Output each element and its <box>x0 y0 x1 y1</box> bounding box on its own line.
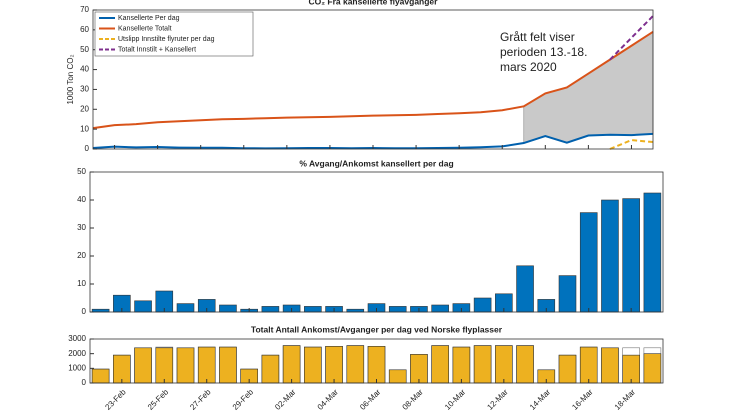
bar <box>431 345 449 384</box>
y-tick-label: 0 <box>85 144 90 153</box>
bar <box>388 306 407 313</box>
bar <box>622 198 640 313</box>
bar <box>219 304 237 313</box>
x-tick-label: 25-Feb <box>146 387 171 412</box>
legend-box <box>94 11 254 57</box>
bar <box>367 346 386 384</box>
bar <box>325 346 343 384</box>
y-tick-label: 50 <box>80 45 89 54</box>
legend-label: Totalt Innstilt + Kansellert <box>118 46 196 53</box>
bar <box>134 300 152 313</box>
bar <box>579 212 598 313</box>
bar <box>346 308 365 313</box>
y-tick-label: 0 <box>82 378 87 387</box>
chart-title: CO₂ Fra kansellerte flyavganger <box>309 0 439 6</box>
y-tick-label: 60 <box>80 25 89 34</box>
bar <box>579 346 598 384</box>
bar <box>346 345 365 384</box>
bar <box>452 346 471 384</box>
y-tick-label: 30 <box>77 223 86 232</box>
y-tick-label: 10 <box>77 279 86 288</box>
y-tick-label: 70 <box>80 5 89 14</box>
bar <box>91 308 110 313</box>
x-tick-label: 06-Mar <box>358 387 383 412</box>
bar <box>431 304 449 313</box>
x-tick-label: 27-Feb <box>188 387 213 412</box>
line <box>609 15 654 61</box>
bar <box>261 354 280 384</box>
bar <box>410 354 428 384</box>
bar <box>473 297 492 313</box>
x-tick-label: 14-Mar <box>528 387 553 412</box>
bar <box>495 345 513 384</box>
line <box>92 31 654 130</box>
x-tick-label: 18-Mar <box>613 387 638 412</box>
legend-label: Kansellerte Per dag <box>118 15 180 22</box>
x-tick-label: 02-Mar <box>273 387 298 412</box>
bar <box>282 345 301 384</box>
bar <box>643 353 662 384</box>
bar <box>516 265 534 313</box>
bar <box>622 354 640 384</box>
x-tick-label: 04-Mar <box>316 387 341 412</box>
bar <box>601 347 619 384</box>
bar <box>473 345 492 384</box>
annotation: mars 2020 <box>500 60 557 74</box>
bar <box>643 192 662 313</box>
x-tick-label: 29-Feb <box>231 387 256 412</box>
y-tick-label: 30 <box>80 85 89 94</box>
annotation: Grått felt viser <box>500 30 575 44</box>
bar <box>558 275 577 313</box>
x-tick-label: 16-Mar <box>570 387 595 412</box>
annotation: perioden 13.-18. <box>500 45 587 59</box>
bar <box>155 347 174 384</box>
x-tick-label: 10-Mar <box>443 387 468 412</box>
x-tick-label: 23-Feb <box>103 387 128 412</box>
bar <box>91 368 110 384</box>
y-tick-label: 2000 <box>68 349 86 358</box>
y-tick-label: 20 <box>77 251 86 260</box>
y-tick-label: 50 <box>77 167 86 176</box>
bar <box>176 303 195 313</box>
bar <box>388 369 407 384</box>
chart-title: % Avgang/Ankomst kansellert per dag <box>299 158 453 168</box>
legend-label: Kansellerte Totalt <box>118 25 172 32</box>
y-tick-label: 40 <box>80 65 89 74</box>
y-tick-label: 10 <box>80 124 89 133</box>
legend-label: Utslipp Innstilte flyruter per dag <box>118 36 215 43</box>
bar <box>113 354 131 384</box>
bar <box>134 347 152 384</box>
chart-title: Totalt Antall Ankomst/Avganger per dag v… <box>251 324 503 334</box>
x-tick-label: 08-Mar <box>401 387 426 412</box>
y-tick-label: 20 <box>80 104 89 113</box>
bar <box>261 306 280 313</box>
bar <box>219 346 237 384</box>
bar <box>304 346 322 384</box>
bar <box>304 306 322 313</box>
bar <box>601 199 619 313</box>
axes-box <box>89 171 664 313</box>
y-axis-label: 1000 Ton CO₂ <box>66 54 75 104</box>
y-tick-label: 3000 <box>68 334 86 343</box>
y-tick-label: 0 <box>82 307 87 316</box>
bar <box>176 347 195 384</box>
y-tick-label: 40 <box>77 195 86 204</box>
bar <box>516 345 534 384</box>
y-tick-label: 1000 <box>68 363 86 372</box>
x-tick-label: 12-Mar <box>485 387 510 412</box>
bar <box>197 346 216 384</box>
bar <box>558 354 577 384</box>
